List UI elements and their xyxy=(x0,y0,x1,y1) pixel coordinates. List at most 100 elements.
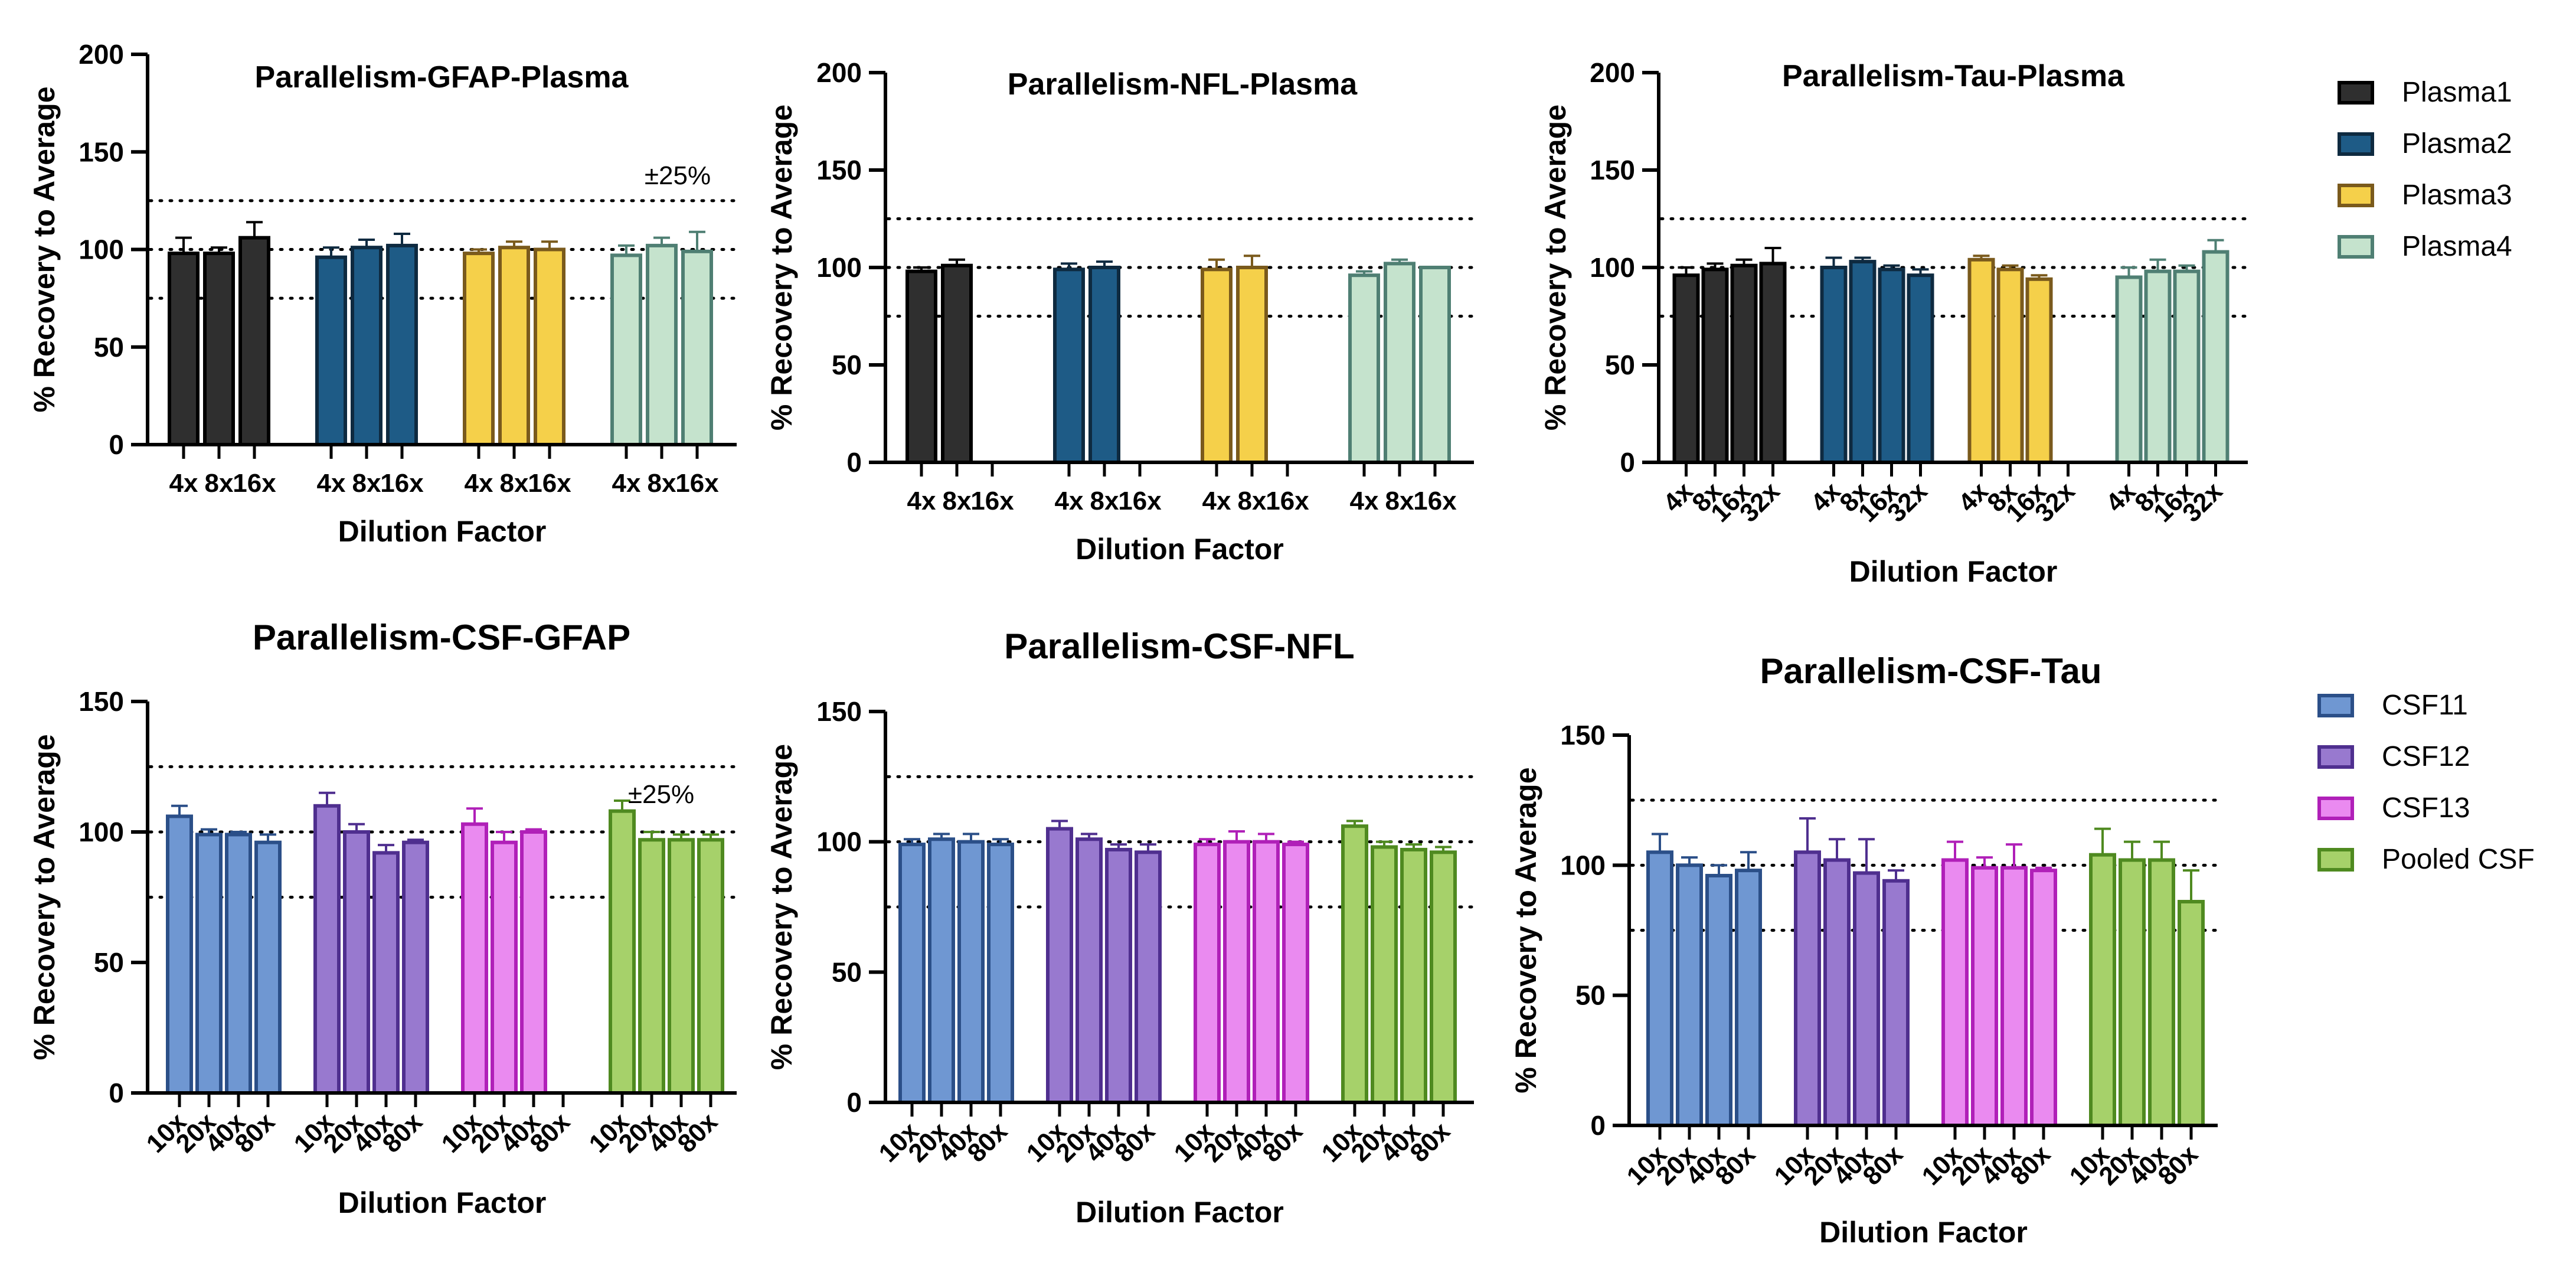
x-tick-label: 4x xyxy=(907,487,936,515)
y-axis-label: % Recovery to Average xyxy=(1539,105,1572,430)
y-tick-label: 150 xyxy=(1560,720,1606,750)
bar xyxy=(1849,260,1877,464)
x-tick-label: 16x xyxy=(380,469,424,498)
bar xyxy=(2119,858,2146,1128)
x-tick-label: 8x xyxy=(943,487,972,515)
bar xyxy=(646,243,678,446)
bar xyxy=(225,833,252,1095)
x-tick-label: 4x xyxy=(1350,487,1379,515)
bar xyxy=(168,252,200,446)
bar xyxy=(1823,858,1851,1128)
y-tick-label: 200 xyxy=(1590,57,1635,88)
legend-swatch xyxy=(2338,81,2374,105)
x-tick-label: 16x xyxy=(1266,487,1309,515)
y-tick-label: 100 xyxy=(1590,252,1635,283)
bar xyxy=(898,843,926,1104)
legend-label: Plasma2 xyxy=(2402,128,2512,159)
bar xyxy=(1053,267,1085,464)
y-tick-label: 150 xyxy=(816,696,862,727)
legend-swatch xyxy=(2317,694,2354,717)
bar xyxy=(1201,267,1233,464)
bar xyxy=(238,236,270,446)
bar xyxy=(2000,866,2028,1127)
bar xyxy=(2173,269,2201,464)
bar xyxy=(195,833,223,1095)
legend-label: CSF13 xyxy=(2382,792,2470,824)
x-axis-label: Dilution Factor xyxy=(1075,533,1284,566)
chart-title: Parallelism-GFAP-Plasma xyxy=(255,60,629,94)
bar xyxy=(610,253,642,446)
bar xyxy=(2144,269,2172,464)
bar xyxy=(372,851,400,1095)
bar xyxy=(1878,267,1905,464)
y-tick-label: 150 xyxy=(79,136,124,167)
x-tick-label: 8x xyxy=(500,469,529,498)
y-tick-label: 100 xyxy=(816,252,862,283)
chart-title: Parallelism-NFL-Plasma xyxy=(1008,67,1358,102)
bar xyxy=(1194,843,1221,1104)
bar xyxy=(1705,873,1732,1127)
range-annotation: ±25% xyxy=(628,780,694,809)
bar xyxy=(2202,250,2230,464)
bar xyxy=(2030,869,2057,1127)
y-tick-label: 0 xyxy=(109,429,124,460)
legend-label: CSF11 xyxy=(2382,690,2468,721)
x-tick-label: 8x xyxy=(205,469,234,498)
bar xyxy=(957,840,985,1104)
legend-label: Pooled CSF xyxy=(2382,844,2535,875)
bar xyxy=(1701,267,1729,464)
bar xyxy=(1419,266,1451,464)
bar xyxy=(402,840,429,1095)
bar xyxy=(905,269,937,464)
bar xyxy=(1348,273,1380,464)
x-tick-label: 16x xyxy=(528,469,571,498)
bar xyxy=(461,822,488,1095)
y-tick-label: 50 xyxy=(1605,350,1635,380)
y-tick-label: 150 xyxy=(79,686,124,717)
chart-panel-5: Parallelism-CSF-NFL05010015010x20x40x80x… xyxy=(765,626,1476,1229)
y-axis-label: % Recovery to Average xyxy=(765,744,798,1070)
bar xyxy=(609,809,636,1095)
bar xyxy=(1996,267,2024,464)
bar xyxy=(166,814,193,1095)
x-axis-label: Dilution Factor xyxy=(1075,1196,1284,1229)
bar xyxy=(1046,827,1073,1104)
x-tick-label: 16x xyxy=(970,487,1014,515)
y-tick-label: 0 xyxy=(846,1087,862,1118)
bar xyxy=(2178,900,2205,1127)
bar xyxy=(1282,843,1309,1104)
bar xyxy=(1400,847,1427,1104)
bar xyxy=(1967,257,1995,464)
y-tick-label: 0 xyxy=(1620,447,1635,478)
bar xyxy=(313,804,341,1095)
x-tick-label: 4x xyxy=(612,469,641,498)
y-axis-label: % Recovery to Average xyxy=(28,734,61,1060)
bar xyxy=(520,830,547,1095)
y-axis-label: % Recovery to Average xyxy=(28,86,61,412)
legend-swatch xyxy=(2338,184,2374,207)
bar xyxy=(1941,858,1969,1128)
y-tick-label: 150 xyxy=(816,155,862,185)
bar xyxy=(254,840,282,1095)
bar xyxy=(2025,277,2053,464)
bar xyxy=(1672,273,1700,464)
legend-label: Plasma4 xyxy=(2402,231,2512,262)
bar xyxy=(1223,840,1250,1104)
legend-label: Plasma1 xyxy=(2402,77,2512,108)
x-tick-label: 8x xyxy=(1385,487,1414,515)
bar xyxy=(1371,845,1398,1104)
bar xyxy=(1236,266,1268,464)
y-axis-label: % Recovery to Average xyxy=(765,105,798,430)
y-tick-label: 100 xyxy=(79,234,124,265)
bar xyxy=(2148,858,2175,1128)
y-tick-label: 50 xyxy=(1575,980,1606,1011)
bar xyxy=(1646,850,1673,1128)
bar xyxy=(941,263,973,464)
bar xyxy=(2115,275,2143,464)
y-axis-label: % Recovery to Average xyxy=(1509,767,1542,1093)
bar xyxy=(1794,850,1821,1128)
chart-title: Parallelism-CSF-GFAP xyxy=(253,618,630,657)
bar xyxy=(534,247,565,446)
